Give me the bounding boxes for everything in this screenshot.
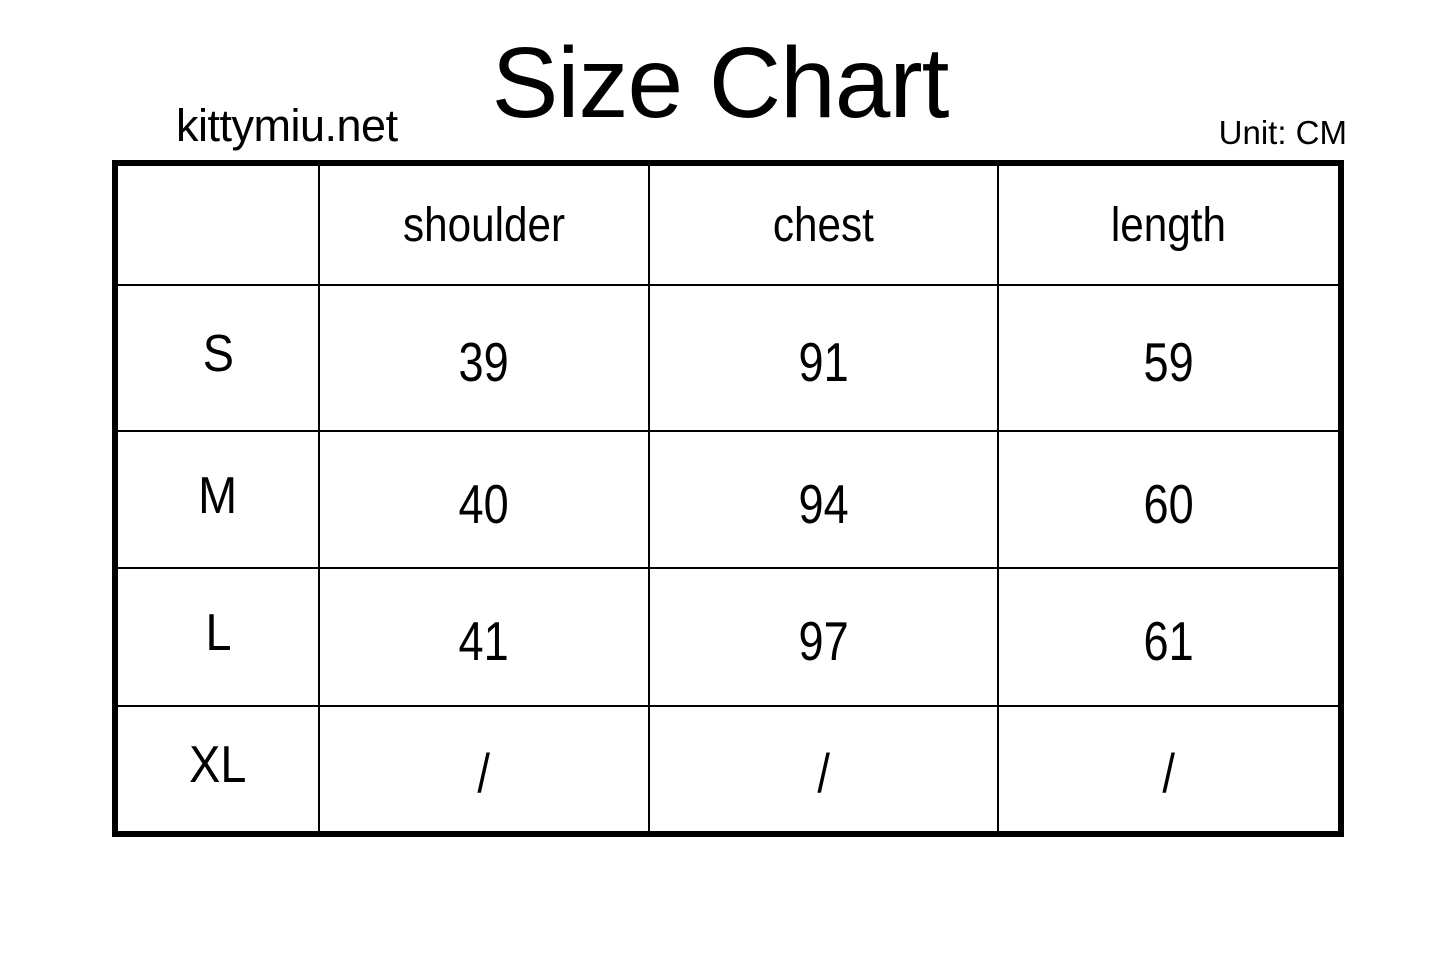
table-row-xl: XL / / / — [114, 705, 1342, 835]
table-row-s: S 39 91 59 — [114, 284, 1342, 432]
shoulder-value-cell: 41 — [318, 567, 650, 707]
chest-value-cell: / — [648, 705, 999, 835]
column-header-chest: chest — [648, 162, 999, 286]
length-value-cell: 61 — [997, 567, 1342, 707]
column-header-shoulder-label: shoulder — [402, 198, 566, 252]
corner-cell — [114, 162, 320, 286]
length-value-cell: / — [997, 705, 1342, 835]
length-value-cell: 59 — [997, 284, 1342, 432]
chest-value: 94 — [798, 472, 849, 535]
shoulder-value: / — [477, 742, 491, 804]
shoulder-value-cell: 39 — [318, 284, 650, 432]
chest-value: / — [817, 742, 830, 804]
size-cell: XL — [114, 705, 320, 835]
size-table: shoulder chest length S 39 91 59 M 40 94… — [112, 160, 1344, 837]
column-header-length-label: length — [1110, 198, 1227, 252]
size-cell: M — [114, 430, 320, 569]
table-row-l: L 41 97 61 — [114, 567, 1342, 707]
chest-value-cell: 97 — [648, 567, 999, 707]
unit-label: Unit: CM — [1218, 114, 1347, 151]
size-label: XL — [189, 736, 247, 794]
length-value: 61 — [1143, 610, 1194, 672]
chest-value-cell: 94 — [648, 430, 999, 569]
column-header-length: length — [997, 162, 1342, 286]
length-value-cell: 60 — [997, 430, 1342, 569]
shoulder-value-cell: / — [318, 705, 650, 835]
size-cell: S — [114, 284, 320, 432]
length-value: 59 — [1143, 331, 1194, 393]
chest-value: 91 — [798, 331, 849, 393]
chest-value: 97 — [798, 610, 849, 672]
website-label: kittymiu.net — [176, 100, 398, 151]
size-cell: L — [114, 567, 320, 707]
column-header-chest-label: chest — [773, 198, 874, 252]
shoulder-value: 41 — [458, 610, 510, 672]
table-header-row: shoulder chest length — [114, 162, 1342, 286]
size-label: S — [202, 325, 234, 383]
chest-value-cell: 91 — [648, 284, 999, 432]
shoulder-value-cell: 40 — [318, 430, 650, 569]
shoulder-value: 39 — [458, 331, 510, 393]
length-value: 60 — [1143, 472, 1194, 535]
table-row-m: M 40 94 60 — [114, 430, 1342, 569]
size-label: M — [198, 466, 238, 525]
length-value: / — [1162, 742, 1175, 804]
size-label: L — [204, 604, 232, 662]
shoulder-value: 40 — [458, 472, 510, 535]
page-title: Size Chart — [491, 27, 950, 139]
column-header-shoulder: shoulder — [318, 162, 650, 286]
